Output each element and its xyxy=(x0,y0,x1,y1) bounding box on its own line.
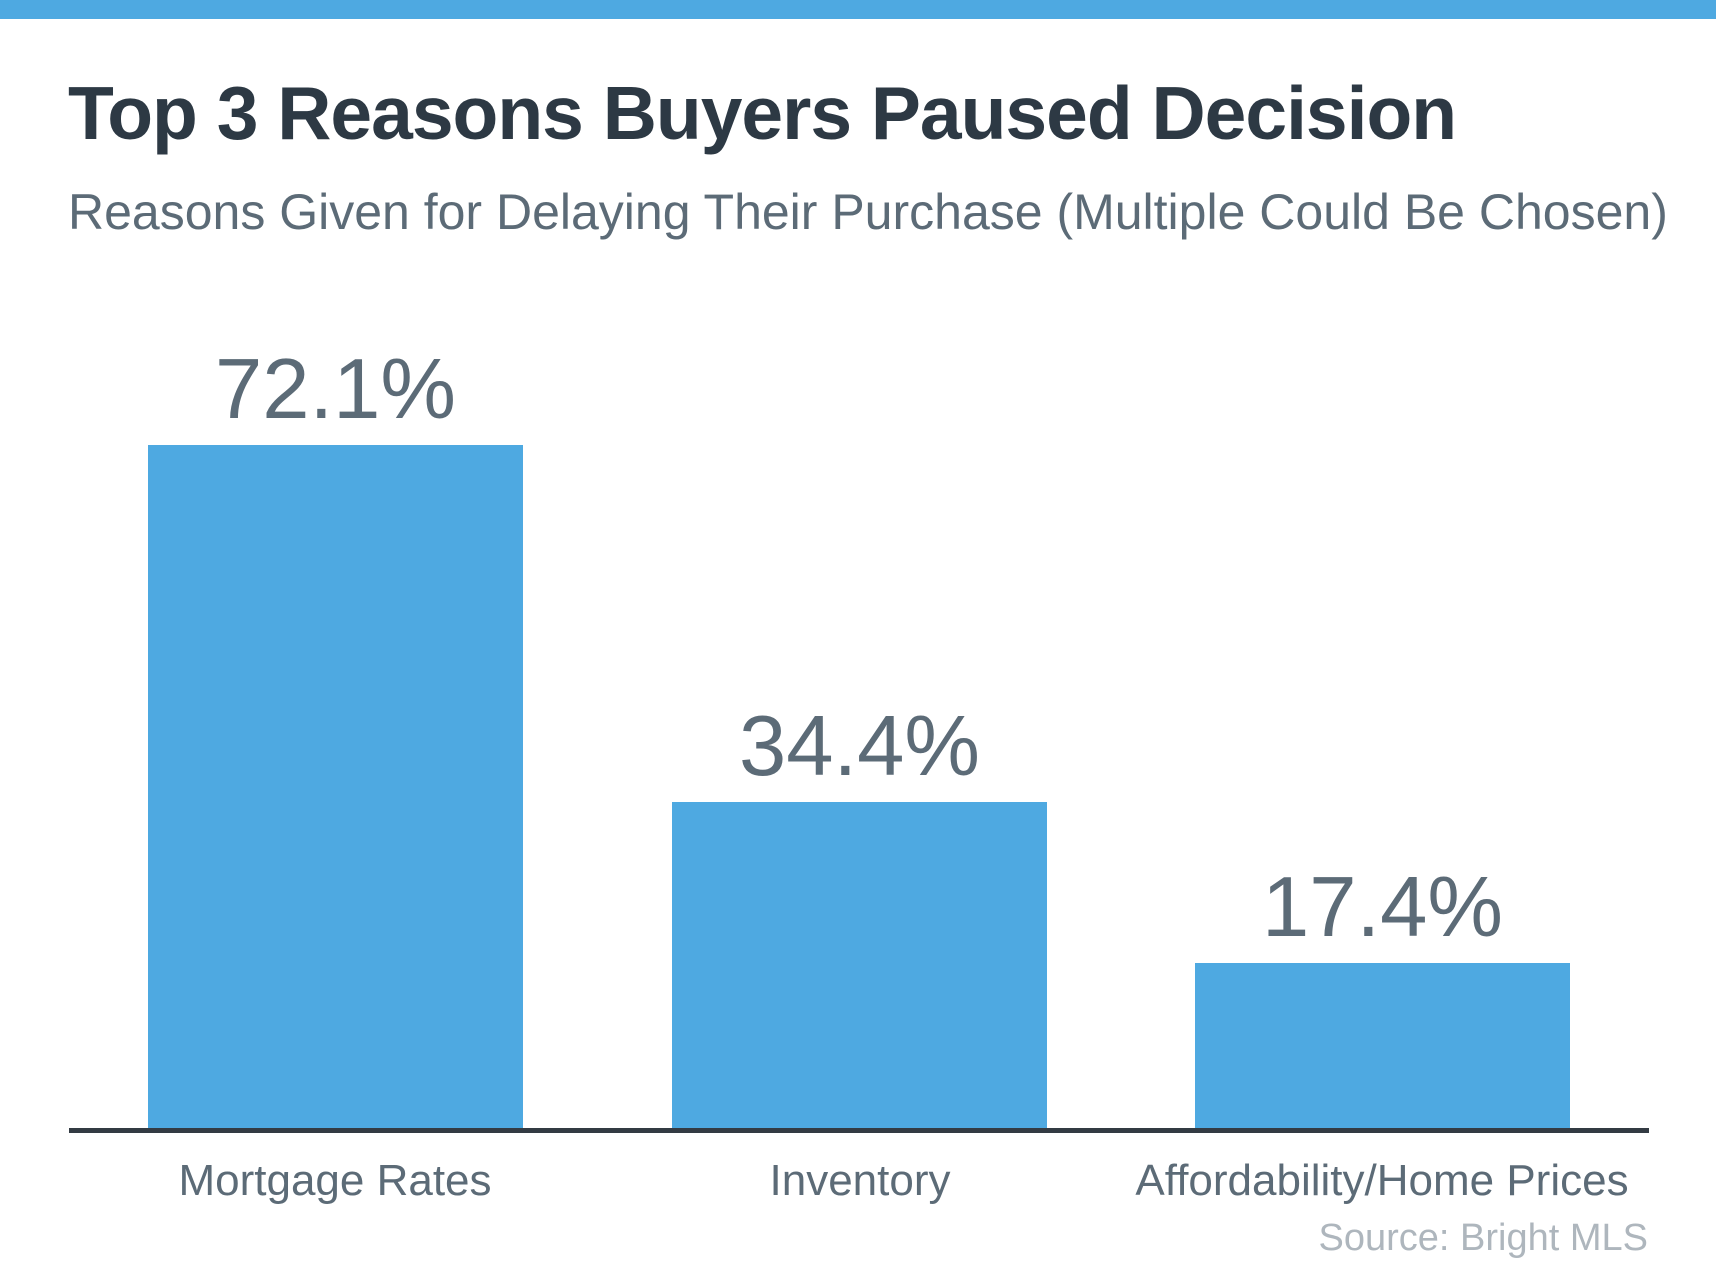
x-axis-line xyxy=(69,1128,1649,1133)
bar-group-inventory: 34.4% xyxy=(672,704,1047,1128)
top-accent-stripe xyxy=(0,0,1716,19)
bar-value-label: 34.4% xyxy=(738,699,980,794)
category-label-mortgage-rates: Mortgage Rates xyxy=(178,1156,492,1205)
bar-affordability xyxy=(1195,963,1570,1128)
bar-group-affordability: 17.4% xyxy=(1195,865,1570,1128)
bar-inventory xyxy=(672,802,1047,1128)
category-label-inventory: Inventory xyxy=(769,1156,951,1205)
category-label-affordability: Affordability/Home Prices xyxy=(1135,1156,1629,1205)
bar-value-label: 17.4% xyxy=(1261,860,1503,955)
source-attribution: Source: Bright MLS xyxy=(1318,1217,1648,1259)
chart-title: Top 3 Reasons Buyers Paused Decision xyxy=(68,71,1457,155)
bar-value-label: 72.1% xyxy=(214,342,456,437)
bar-mortgage-rates xyxy=(148,445,523,1128)
bar-group-mortgage-rates: 72.1% xyxy=(148,347,523,1128)
chart-subtitle: Reasons Given for Delaying Their Purchas… xyxy=(68,184,1668,240)
